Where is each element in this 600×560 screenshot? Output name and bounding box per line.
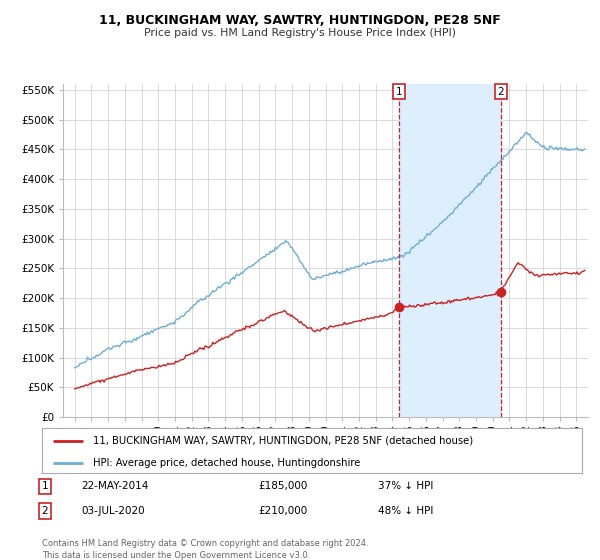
- Text: 37% ↓ HPI: 37% ↓ HPI: [378, 482, 433, 492]
- Text: £185,000: £185,000: [258, 482, 307, 492]
- Bar: [399, 84, 501, 417]
- Text: 11, BUCKINGHAM WAY, SAWTRY, HUNTINGDON, PE28 5NF: 11, BUCKINGHAM WAY, SAWTRY, HUNTINGDON, …: [99, 14, 501, 27]
- Text: Price paid vs. HM Land Registry's House Price Index (HPI): Price paid vs. HM Land Registry's House …: [144, 28, 456, 38]
- Text: HPI: Average price, detached house, Huntingdonshire: HPI: Average price, detached house, Hunt…: [94, 458, 361, 468]
- Text: 1: 1: [41, 482, 49, 492]
- Text: 22-MAY-2014: 22-MAY-2014: [81, 482, 148, 492]
- Text: 48% ↓ HPI: 48% ↓ HPI: [378, 506, 433, 516]
- Text: 2: 2: [498, 87, 505, 97]
- Text: Contains HM Land Registry data © Crown copyright and database right 2024.
This d: Contains HM Land Registry data © Crown c…: [42, 539, 368, 559]
- Text: £210,000: £210,000: [258, 506, 307, 516]
- Text: 1: 1: [395, 87, 402, 97]
- Text: 11, BUCKINGHAM WAY, SAWTRY, HUNTINGDON, PE28 5NF (detached house): 11, BUCKINGHAM WAY, SAWTRY, HUNTINGDON, …: [94, 436, 473, 446]
- Text: 03-JUL-2020: 03-JUL-2020: [81, 506, 145, 516]
- Text: 2: 2: [41, 506, 49, 516]
